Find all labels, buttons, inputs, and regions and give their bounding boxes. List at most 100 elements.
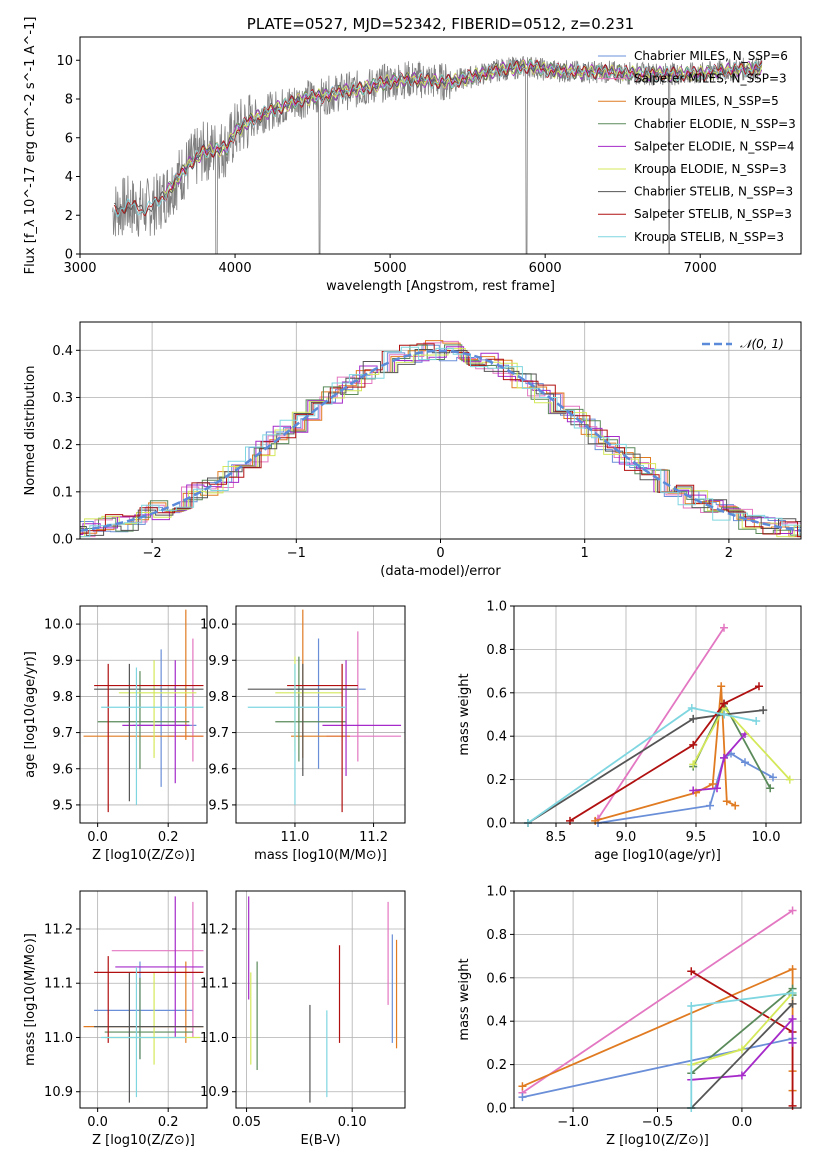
panel-5: 0.0 0.2 10.9 11.0 11.1 11.2 Z [log10(Z/Z⊙)] mas… xyxy=(23,890,208,1148)
y-tick-label: 8 xyxy=(65,93,73,108)
panel-3: 11.0 11.2 9.5 9.6 9.7 9.8 9.9 10.0 mass [log10(M… xyxy=(200,605,406,863)
y-tick-label: 9.7 xyxy=(208,726,229,741)
y-tick-label: 9.5 xyxy=(208,798,229,813)
weight-line-kroupa_miles xyxy=(594,686,736,822)
histogram-chabrier_stelib xyxy=(80,349,801,536)
legend-entry: Salpeter STELIB, N_SSP=3 xyxy=(634,207,792,221)
y-tick-label: 10.0 xyxy=(44,618,73,633)
y-tick-label: 10 xyxy=(56,54,73,69)
x-tick-label: 2 xyxy=(725,546,733,561)
y-tick-label: 0.2 xyxy=(486,773,507,788)
x-tick-label: 1 xyxy=(581,546,589,561)
y-tick-label: 9.6 xyxy=(208,762,229,777)
x-axis-label: Z [log10(Z/Z⊙)] xyxy=(92,848,195,863)
weight-marker-chabrier_elodie xyxy=(766,784,775,793)
weight-marker-chabrier_miles xyxy=(741,758,749,767)
y-tick-label: 0 xyxy=(65,248,73,263)
weight-line-chabrier_miles xyxy=(597,752,774,824)
y-tick-label: 0.0 xyxy=(52,533,73,548)
y-tick-label: 6 xyxy=(65,131,73,146)
y-tick-label: 0.0 xyxy=(486,817,507,832)
y-tick-label: 10.9 xyxy=(44,1085,73,1100)
x-tick-label: −1.0 xyxy=(557,1115,589,1130)
x-tick-label: 0.0 xyxy=(87,830,108,845)
x-tick-label: 4000 xyxy=(219,261,252,276)
weight-marker-chabrier_stelib xyxy=(689,714,698,723)
x-tick-label: 0.0 xyxy=(87,1115,108,1130)
weight-line-salpeter_elodie xyxy=(693,733,746,792)
weight-marker-salpeter_elodie xyxy=(720,753,728,762)
legend-entry: 𝒩(0, 1) xyxy=(740,337,784,351)
y-tick-label: 0.6 xyxy=(486,686,507,701)
histogram-chabrier_elodie xyxy=(80,344,801,536)
panel-1: −2 −1 0 1 2 0.0 0.1 0.2 0.3 0.4 (data-model)/error… xyxy=(23,321,802,579)
x-tick-label: 0.0 xyxy=(732,1115,753,1130)
chart-title: PLATE=0527, MJD=52342, FIBERID=0512, z=0… xyxy=(247,15,634,33)
y-tick-label: 9.7 xyxy=(52,726,73,741)
weight-marker-kroupa_stelib xyxy=(752,717,761,726)
y-tick-label: 10.0 xyxy=(200,618,229,633)
y-tick-label: 4 xyxy=(65,170,73,185)
weight-line-salpeter_miles xyxy=(597,627,725,820)
y-tick-label: 0.2 xyxy=(52,438,73,453)
y-tick-label: 11.1 xyxy=(44,977,73,992)
weight-marker-kroupa_miles xyxy=(708,779,717,788)
y-tick-label: 9.9 xyxy=(52,654,73,669)
weight-marker-salpeter_stelib xyxy=(720,699,728,708)
y-axis-label: mass weight xyxy=(457,673,472,755)
histogram-kroupa_stelib xyxy=(80,346,801,538)
x-axis-label: E(B-V) xyxy=(300,1133,340,1148)
weight-marker-salpeter_stelib xyxy=(788,1101,797,1110)
panel-7: −1.0 −0.5 0.0 0.0 0.2 0.4 0.6 0.8 1.0 Z [log10(Z/… xyxy=(457,885,802,1148)
weight-marker-kroupa_stelib xyxy=(720,710,728,719)
x-axis-label: age [log10(age/yr)] xyxy=(594,848,721,863)
x-axis-label: (data-model)/error xyxy=(380,564,501,579)
weight-marker-kroupa_miles xyxy=(518,1082,527,1091)
weight-line-salpeter_stelib xyxy=(569,685,760,822)
y-tick-label: 0.4 xyxy=(486,1015,507,1030)
weight-marker-chabrier_miles xyxy=(518,1093,527,1102)
panel-6: 0.05 0.10 10.9 11.0 11.1 11.2 E(B-V) xyxy=(200,890,406,1148)
x-tick-label: 11.0 xyxy=(280,830,309,845)
x-tick-label: 0.05 xyxy=(232,1115,261,1130)
y-tick-label: 0.4 xyxy=(486,730,507,745)
weight-marker-kroupa_elodie xyxy=(785,775,794,784)
weight-marker-salpeter_stelib xyxy=(687,967,696,976)
weight-line-chabrier_stelib xyxy=(690,1003,794,1109)
panel-0: 3000 4000 5000 6000 7000 0 2 4 6 8 10 wavelength [A… xyxy=(23,15,802,294)
weight-marker-chabrier_miles xyxy=(769,773,777,782)
x-axis-label: Z [log10(Z/Z⊙)] xyxy=(92,1133,195,1148)
legend-entry: Chabrier STELIB, N_SSP=3 xyxy=(634,185,793,199)
y-tick-label: 1.0 xyxy=(486,600,507,615)
weight-marker-salpeter_stelib xyxy=(689,740,698,749)
y-axis-label: Normed distribution xyxy=(23,366,38,496)
y-tick-label: 1.0 xyxy=(486,885,507,900)
axes-frame xyxy=(235,605,406,824)
x-tick-label: −1 xyxy=(287,546,306,561)
x-tick-label: 3000 xyxy=(63,261,96,276)
axes-frame xyxy=(79,36,802,255)
legend-entry: Salpeter MILES, N_SSP=3 xyxy=(634,72,787,86)
x-axis-label: wavelength [Angstrom, rest frame] xyxy=(326,279,555,294)
y-axis-label: mass [log10(M/M⊙)] xyxy=(23,933,38,1066)
x-tick-label: 11.2 xyxy=(359,830,388,845)
weight-marker-chabrier_stelib xyxy=(788,999,797,1008)
weight-marker-salpeter_elodie xyxy=(737,1071,746,1080)
weight-marker-kroupa_miles xyxy=(731,801,740,810)
x-tick-label: 10.0 xyxy=(752,830,781,845)
weight-marker-kroupa_miles xyxy=(722,797,731,806)
y-axis-label: age [log10(age/yr)] xyxy=(23,651,38,778)
weight-marker-kroupa_elodie xyxy=(689,760,698,769)
y-tick-label: 2 xyxy=(65,209,73,224)
x-tick-label: −0.5 xyxy=(642,1115,674,1130)
legend-entry: Chabrier ELODIE, N_SSP=3 xyxy=(634,117,796,131)
x-tick-label: −2 xyxy=(143,546,162,561)
axes-frame xyxy=(79,890,208,1109)
y-tick-label: 9.9 xyxy=(208,654,229,669)
y-tick-label: 0.1 xyxy=(52,485,73,500)
weight-marker-kroupa_stelib xyxy=(788,988,797,997)
y-tick-label: 0.2 xyxy=(486,1058,507,1073)
legend-entry: Kroupa ELODIE, N_SSP=3 xyxy=(634,162,787,176)
y-tick-label: 11.0 xyxy=(44,1031,73,1046)
